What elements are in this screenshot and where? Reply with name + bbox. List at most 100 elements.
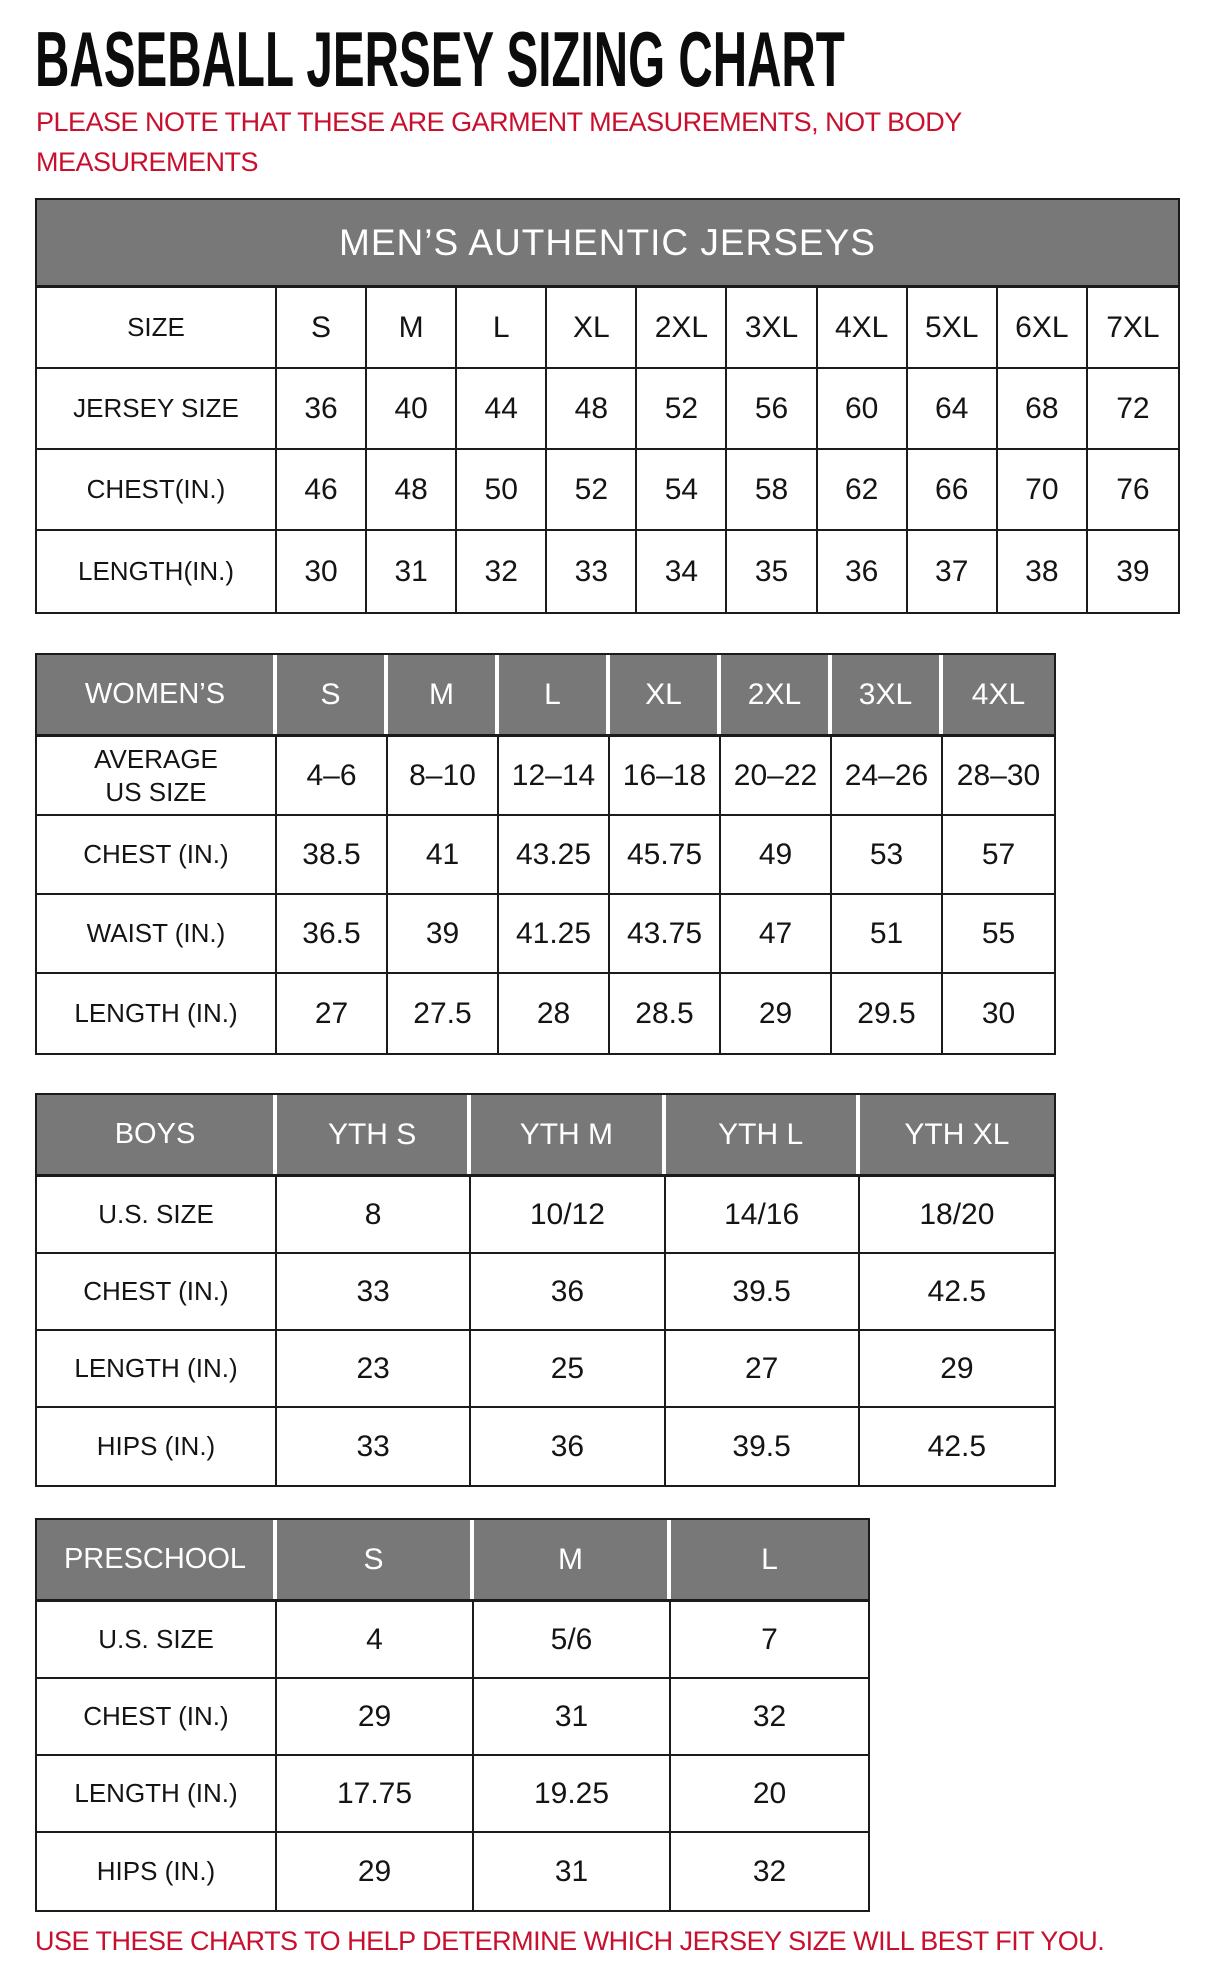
table-cell: 48 (367, 450, 458, 529)
preschool-table-row: U.S. SIZE 4 5/6 7 (37, 1602, 868, 1679)
column-header: YTH M (471, 1095, 666, 1174)
table-cell: 39.5 (666, 1254, 860, 1329)
womens-header-row: WOMEN’S S M L XL 2XL 3XL 4XL (37, 655, 1054, 737)
column-header: S (277, 1520, 474, 1599)
table-cell: 29 (277, 1679, 474, 1754)
table-cell: 3XL (727, 288, 818, 367)
table-cell: 31 (474, 1833, 671, 1910)
table-cell: 32 (457, 531, 548, 612)
preschool-table-row: HIPS (IN.) 29 31 32 (37, 1833, 868, 1910)
table-cell: 62 (818, 450, 908, 529)
row-label: LENGTH (IN.) (37, 1331, 277, 1406)
row-label: JERSEY SIZE (37, 369, 277, 448)
column-header: L (499, 655, 610, 734)
mens-table-row: JERSEY SIZE 36 40 44 48 52 56 60 64 68 72 (37, 369, 1178, 450)
row-label: CHEST (IN.) (37, 1254, 277, 1329)
table-cell: L (457, 288, 548, 367)
column-header: YTH S (277, 1095, 472, 1174)
table-cell: 52 (547, 450, 638, 529)
table-cell: 44 (457, 369, 548, 448)
row-label: CHEST(IN.) (37, 450, 277, 529)
table-cell: 76 (1116, 472, 1150, 506)
column-header: YTH L (665, 1095, 860, 1174)
preschool-table-row: LENGTH (IN.) 17.75 19.25 20 (37, 1756, 868, 1833)
table-cell: 52 (637, 369, 728, 448)
table-cell: 20 (752, 1776, 787, 1810)
table-cell: 33 (277, 1408, 472, 1485)
table-cell: 51 (832, 895, 943, 972)
table-cell: 66 (908, 450, 998, 529)
boys-table-row: U.S. SIZE 8 10/12 14/16 18/20 (37, 1177, 1054, 1254)
table-cell: M (367, 288, 458, 367)
table-cell: 6XL (998, 288, 1088, 367)
table-cell: 32 (752, 1854, 787, 1888)
column-header: YTH XL (859, 1095, 1054, 1174)
table-cell: 38.5 (277, 816, 388, 893)
table-cell: 54 (637, 450, 728, 529)
table-cell: XL (547, 288, 638, 367)
table-cell: 41 (388, 816, 499, 893)
womens-table-row: WAIST (IN.) 36.5 39 41.25 43.75 47 51 55 (37, 895, 1054, 974)
table-cell: 7 (761, 1622, 778, 1656)
table-cell: 46 (277, 450, 368, 529)
table-cell: 28 (499, 974, 610, 1053)
table-cell: 45.75 (610, 816, 721, 893)
table-cell: 31 (474, 1679, 671, 1754)
table-cell: 4–6 (277, 737, 388, 814)
row-label: U.S. SIZE (37, 1177, 277, 1252)
table-cell: 36 (818, 531, 908, 612)
row-label: LENGTH (IN.) (37, 974, 277, 1053)
preschool-sizing-table: PRESCHOOL S M L U.S. SIZE 4 5/6 7 CHEST (IN.) 29 3… (35, 1518, 870, 1912)
table-cell: 43.75 (610, 895, 721, 972)
womens-sizing-table: WOMEN’S S M L XL 2XL 3XL 4XL AVERAGE US SIZE 4–6 8… (35, 653, 1056, 1055)
table-cell: 55 (981, 916, 1016, 950)
table-cell: 47 (721, 895, 832, 972)
boys-sizing-table: BOYS YTH S YTH M YTH L YTH XL U.S. SIZE 8 10/12… (35, 1093, 1056, 1487)
table-cell: 27 (277, 974, 388, 1053)
row-label: AVERAGE US SIZE (37, 737, 277, 814)
fit-advice-footer: USE THESE CHARTS TO HELP DETERMINE WHICH… (35, 1926, 1105, 1956)
table-cell: 43.25 (499, 816, 610, 893)
row-label: WAIST (IN.) (37, 895, 277, 972)
table-cell: 16–18 (610, 737, 721, 814)
column-header: M (474, 1520, 671, 1599)
table-cell: 68 (998, 369, 1088, 448)
table-cell: 53 (832, 816, 943, 893)
table-cell: 70 (998, 450, 1088, 529)
mens-table-row: CHEST(IN.) 46 48 50 52 54 58 62 66 70 76 (37, 450, 1178, 531)
table-cell: 41.25 (499, 895, 610, 972)
table-cell: 58 (727, 450, 818, 529)
table-cell: 5/6 (474, 1602, 671, 1677)
row-label: HIPS (IN.) (37, 1408, 277, 1485)
table-title-cell: WOMEN’S (37, 655, 277, 734)
table-cell: 17.75 (277, 1756, 474, 1831)
column-header: 4XL (943, 655, 1054, 734)
row-label: LENGTH(IN.) (37, 531, 277, 612)
table-cell: 33 (547, 531, 638, 612)
table-cell: 32 (752, 1699, 787, 1733)
table-cell: 34 (637, 531, 728, 612)
table-cell: 29.5 (832, 974, 943, 1053)
womens-table-row: CHEST (IN.) 38.5 41 43.25 45.75 49 53 57 (37, 816, 1054, 895)
table-cell: 39 (1116, 554, 1150, 588)
boys-header-row: BOYS YTH S YTH M YTH L YTH XL (37, 1095, 1054, 1177)
table-cell: 64 (908, 369, 998, 448)
table-cell: 12–14 (499, 737, 610, 814)
table-cell: 23 (277, 1331, 472, 1406)
table-cell: 36 (471, 1408, 666, 1485)
row-label: U.S. SIZE (37, 1602, 277, 1677)
preschool-header-row: PRESCHOOL S M L (37, 1520, 868, 1602)
table-cell: 2XL (637, 288, 728, 367)
column-header: M (388, 655, 499, 734)
row-label: CHEST (IN.) (37, 1679, 277, 1754)
table-cell: 29 (721, 974, 832, 1053)
mens-table-banner: MEN’S AUTHENTIC JERSEYS (37, 200, 1178, 288)
table-cell: 10/12 (471, 1177, 666, 1252)
boys-table-row: CHEST (IN.) 33 36 39.5 42.5 (37, 1254, 1054, 1331)
womens-table-row: LENGTH (IN.) 27 27.5 28 28.5 29 29.5 30 (37, 974, 1054, 1053)
table-cell: 39.5 (666, 1408, 860, 1485)
mens-table-row: SIZE S M L XL 2XL 3XL 4XL 5XL 6XL 7XL (37, 288, 1178, 369)
boys-table-row: HIPS (IN.) 33 36 39.5 42.5 (37, 1408, 1054, 1485)
table-cell: 36.5 (277, 895, 388, 972)
